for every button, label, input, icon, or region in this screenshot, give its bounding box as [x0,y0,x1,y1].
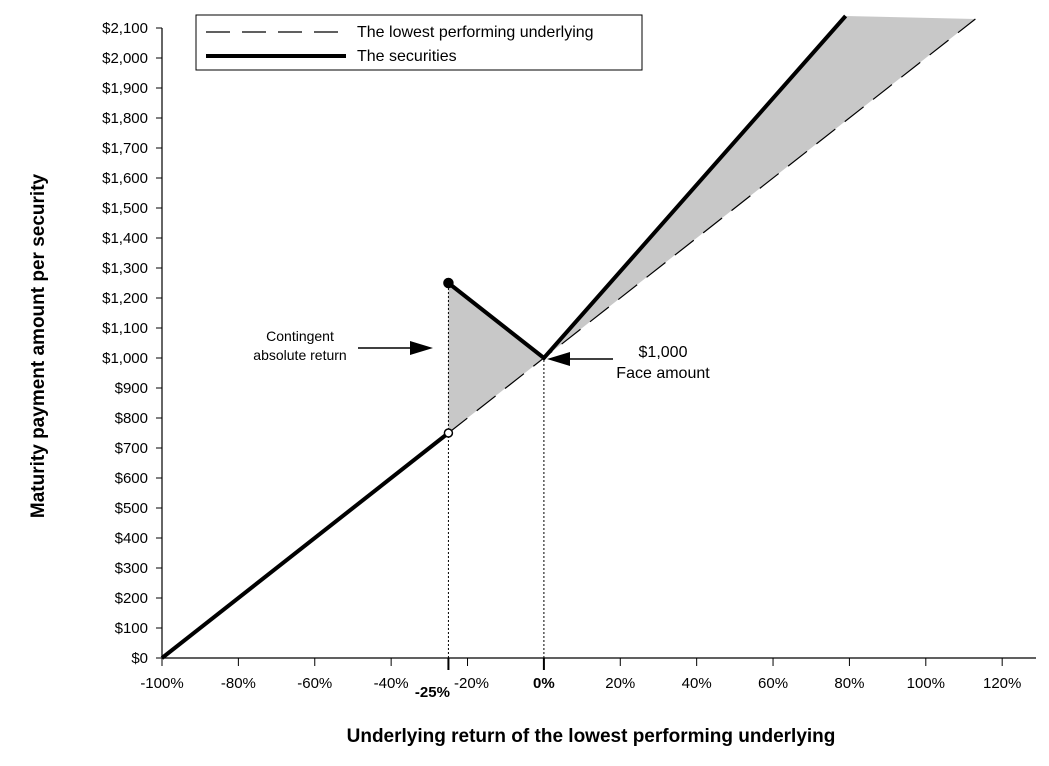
shaded-regions [448,16,976,433]
legend-label-underlying: The lowest performing underlying [357,24,594,41]
markers [443,277,454,438]
reference-lines: -25% [415,283,545,701]
y-tick-label: $1,400 [102,230,148,247]
annotation-contingent-line2: absolute return [253,347,346,363]
series-line-underlying [448,18,976,434]
x-axis-title: Underlying return of the lowest performi… [347,726,836,747]
y-tick-label: $400 [115,530,148,547]
y-tick-label: $1,000 [102,350,148,367]
legend-box [195,14,643,71]
y-tick-label: $1,300 [102,260,148,277]
series-line-securities-1 [447,14,848,361]
y-tick-label: $1,800 [102,110,148,127]
shaded-region-0 [448,283,544,433]
x-tick-label: 120% [983,675,1021,692]
y-tick-label: $1,500 [102,200,148,217]
x-tick-label: 20% [605,675,635,692]
y-tick-label: $1,200 [102,290,148,307]
annotation-face-amount: $1,000 Face amount [547,344,710,382]
x-tick-label: -20% [454,675,489,692]
x-tick-label: 100% [907,675,945,692]
annotation-contingent-line1: Contingent [266,328,334,344]
y-axis-title: Maturity payment amount per security [28,173,49,518]
y-tick-label: $2,100 [102,20,148,37]
legend-label-securities: The securities [357,48,457,65]
x-ticks: -100% -80% -60% -40% -20% 0% 20% 40% 60% 80% 100% 1… [140,658,1021,692]
y-tick-label: $2,000 [102,50,148,67]
y-tick-label: $300 [115,560,148,577]
y-tick-label: $800 [115,410,148,427]
x-tick-label: -40% [374,675,409,692]
annotation-face-amount-line1: $1,000 [639,344,688,361]
x-tick-label: -60% [297,675,332,692]
y-tick-label: $100 [115,620,148,637]
x-tick-label: 40% [682,675,712,692]
series-line-securities-0 [160,431,450,660]
legend: The lowest performing underlying The sec… [195,14,643,71]
marker-filled [443,277,454,289]
y-tick-label: $600 [115,470,148,487]
x-tick-label: 0% [533,675,555,692]
series-lines [160,14,976,660]
annotation-face-amount-arrowhead [547,352,570,366]
axes [161,28,1036,659]
x-tick-label: -80% [221,675,256,692]
y-tick-label: $700 [115,440,148,457]
x-tick-label: 80% [834,675,864,692]
reference-label: -25% [415,684,450,701]
y-tick-label: $900 [115,380,148,397]
y-ticks: $0 $100 $200 $300 $400 $500 $600 $700 $800 $900 $1… [102,20,162,667]
x-tick-label: 60% [758,675,788,692]
y-tick-label: $1,700 [102,140,148,157]
annotation-contingent-arrowhead [410,341,433,355]
y-tick-label: $200 [115,590,148,607]
annotation-contingent: Contingent absolute return [253,328,433,363]
y-tick-label: $1,900 [102,80,148,97]
annotation-face-amount-line2: Face amount [616,365,710,382]
y-tick-label: $1,100 [102,320,148,337]
marker-open [443,428,454,438]
y-tick-label: $0 [131,650,148,667]
y-tick-label: $500 [115,500,148,517]
x-tick-label: -100% [140,675,183,692]
y-tick-label: $1,600 [102,170,148,187]
